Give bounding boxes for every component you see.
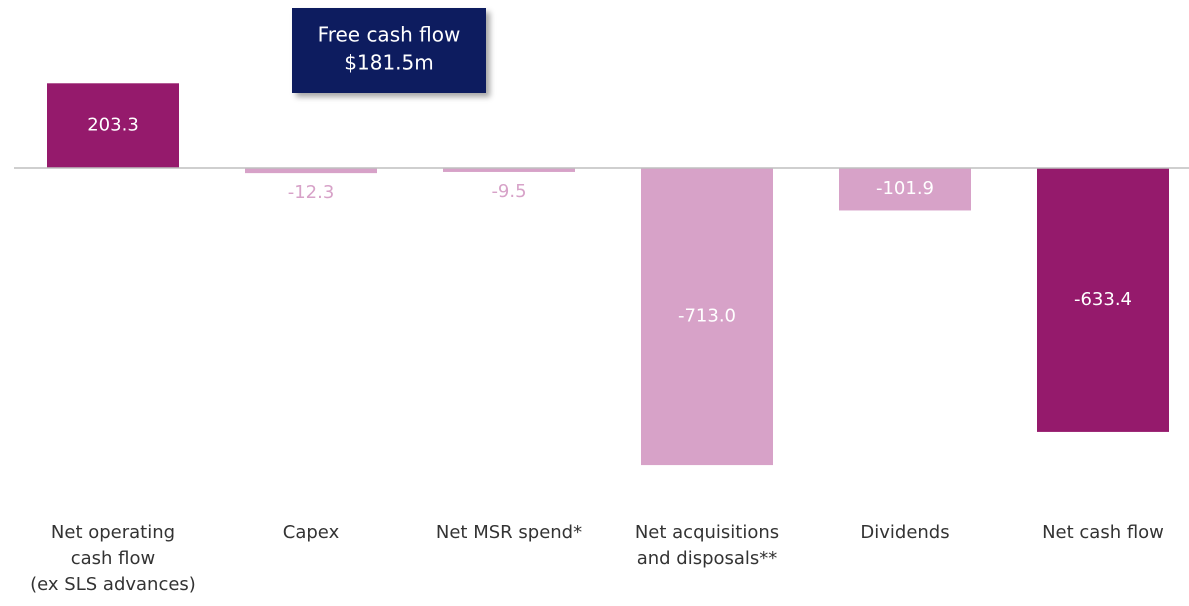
value-label: 203.3: [87, 115, 139, 136]
x-tick-label: Capex: [283, 522, 340, 543]
value-label: -12.3: [288, 182, 335, 203]
value-label: -633.4: [1074, 289, 1132, 310]
bar: [245, 168, 377, 174]
x-tick-label: Net cash flow: [1042, 522, 1164, 543]
bar: [839, 168, 971, 211]
value-label: -9.5: [491, 181, 526, 202]
value-label: -713.0: [678, 306, 736, 327]
annotation-box: [292, 8, 486, 93]
x-tick-label: Net MSR spend*: [436, 522, 582, 543]
x-tick-label: Dividends: [860, 522, 949, 543]
annotation: Free cash flow: [318, 23, 461, 47]
annotation: $181.5m: [344, 51, 433, 75]
x-tick-label: Net acquisitions and disposals**: [635, 522, 779, 569]
x-tick-label: Net operating cash flow (ex SLS advances): [30, 522, 196, 595]
bar: [443, 168, 575, 172]
bar: [1037, 168, 1169, 432]
value-label: -101.9: [876, 178, 934, 199]
bar: [641, 168, 773, 466]
bar: [47, 83, 179, 168]
